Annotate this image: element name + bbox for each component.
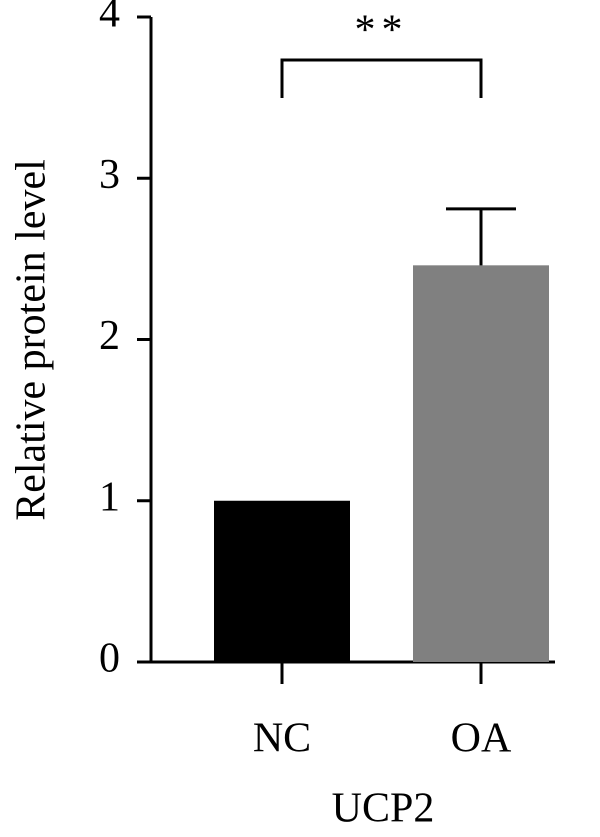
y-tick-label: 0 <box>99 636 120 682</box>
x-axis-label: UCP2 <box>332 786 435 832</box>
bar <box>214 500 350 662</box>
y-tick-label: 4 <box>99 0 120 37</box>
y-tick-label: 2 <box>99 313 120 359</box>
significance-bracket <box>280 58 483 98</box>
significance-label: ** <box>355 8 409 54</box>
bar <box>413 265 549 662</box>
x-tick-label: NC <box>253 716 311 762</box>
error-bar <box>446 207 516 266</box>
y-tick-label: 3 <box>99 152 120 198</box>
y-tick-label: 1 <box>99 474 120 520</box>
x-tick-label: OA <box>451 716 512 762</box>
y-axis-label: Relative protein level <box>9 159 55 521</box>
